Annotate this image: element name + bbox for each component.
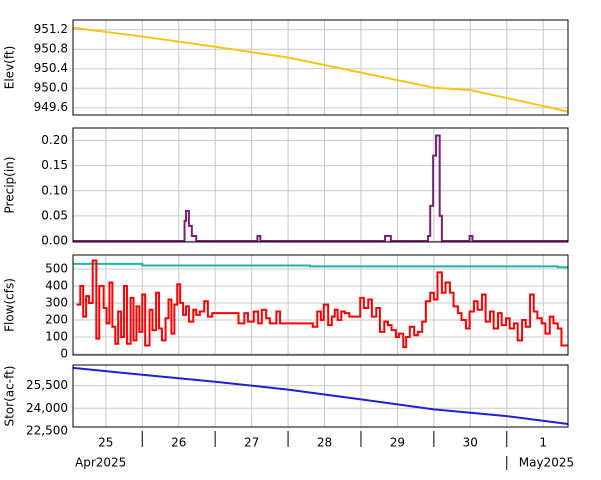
x-tick-label: 30 [463,436,478,450]
y-tick-label: 400 [45,278,68,292]
x-tick-label: 1 [539,436,547,450]
y-tick-label: 25,500 [26,378,68,392]
y-axis-label: Stor(ac-ft) [3,366,17,427]
y-tick-label: 0.00 [41,233,68,247]
x-tick-label: 28 [317,436,332,450]
step-line [73,262,568,269]
y-tick-label: 100 [45,329,68,343]
y-tick-label: 24,000 [26,401,68,415]
y-tick-label: 950.8 [34,42,68,56]
plot-frame [72,364,569,428]
x-tick-label: 27 [244,436,259,450]
y-axis-label: Precip(in) [3,157,17,214]
x-tick-label: 26 [171,436,186,450]
y-tick-label: 0.10 [41,183,68,197]
y-tick-label: 200 [45,312,68,326]
y-tick-label: 949.6 [34,100,68,114]
month-label: May2025 [519,456,574,470]
y-tick-label: 950.0 [34,81,68,95]
y-tick-label: 0.05 [41,208,68,222]
step-line [76,259,568,349]
plot-frame [72,127,569,243]
y-tick-label: 0.20 [41,133,68,147]
y-tick-label: 500 [45,261,68,275]
plot-frame [72,19,569,116]
y-tick-label: 951.2 [34,22,68,36]
month-label: Apr2025 [75,456,126,470]
data-line [72,366,569,425]
plot-frame [72,254,569,356]
x-tick-label: 29 [390,436,405,450]
x-tick-label: 25 [98,436,113,450]
y-axis-label: Flow(cfs) [3,278,17,332]
step-line [73,134,568,242]
y-tick-label: 950.4 [34,61,68,75]
y-axis-label: Elev(ft) [3,46,17,89]
y-tick-label: 300 [45,295,68,309]
y-tick-label: 0.15 [41,158,68,172]
data-line [72,26,569,113]
y-tick-label: 0 [60,346,68,360]
y-tick-label: 22,500 [26,423,68,437]
